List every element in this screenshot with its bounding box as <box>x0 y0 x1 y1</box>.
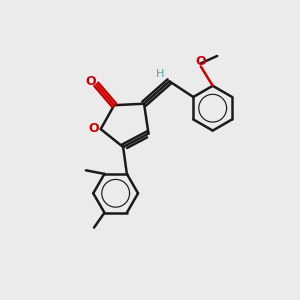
Text: O: O <box>89 122 100 135</box>
Text: O: O <box>196 55 206 68</box>
Text: O: O <box>85 75 96 88</box>
Text: H: H <box>156 69 164 79</box>
